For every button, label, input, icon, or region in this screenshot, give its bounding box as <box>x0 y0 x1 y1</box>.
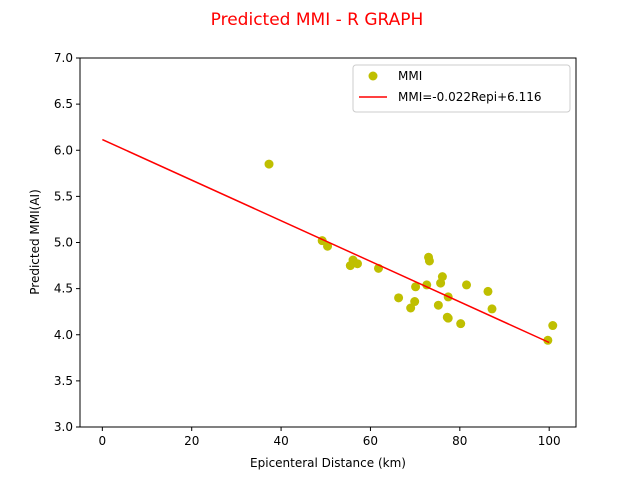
x-tick-label: 80 <box>452 434 467 448</box>
legend-label-mmi: MMI <box>398 69 422 83</box>
x-axis-label: Epicenteral Distance (km) <box>250 456 406 470</box>
data-point <box>433 300 443 310</box>
y-axis: 3.0 3.5 4.0 4.5 5.0 5.5 6.0 6.5 7.0 <box>54 51 80 434</box>
data-point <box>543 335 553 345</box>
data-point <box>483 286 493 296</box>
data-point <box>487 304 497 314</box>
data-point <box>443 313 453 323</box>
y-tick-label: 6.0 <box>54 143 73 157</box>
y-tick-label: 7.0 <box>54 51 73 65</box>
y-axis-label: Predicted MMI(AI) <box>28 189 42 295</box>
data-point <box>394 293 404 303</box>
data-point <box>411 282 421 292</box>
x-tick-label: 100 <box>538 434 561 448</box>
x-tick-label: 20 <box>184 434 199 448</box>
legend-label-fit-line: MMI=-0.022Repi+6.116 <box>398 90 542 104</box>
legend: MMI MMI=-0.022Repi+6.116 <box>352 64 571 113</box>
data-point <box>437 272 447 282</box>
data-point <box>548 321 558 331</box>
y-tick-label: 6.5 <box>54 97 73 111</box>
y-tick-label: 4.0 <box>54 328 73 342</box>
x-tick-label: 40 <box>273 434 288 448</box>
y-tick-label: 5.5 <box>54 189 73 203</box>
y-tick-label: 4.5 <box>54 282 73 296</box>
data-point <box>323 241 333 251</box>
data-point <box>352 259 362 269</box>
data-point <box>410 297 420 307</box>
x-tick-label: 60 <box>363 434 378 448</box>
data-point <box>456 319 466 329</box>
legend-box <box>352 64 571 113</box>
y-tick-label: 5.0 <box>54 236 73 250</box>
data-point <box>462 280 472 290</box>
fit-line <box>102 138 550 344</box>
plot-area <box>102 138 558 345</box>
data-point <box>264 159 274 169</box>
legend-marker-mmi <box>368 71 378 81</box>
x-tick-label: 0 <box>99 434 107 448</box>
y-tick-label: 3.0 <box>54 420 73 434</box>
chart-title: Predicted MMI - R GRAPH <box>211 10 424 30</box>
x-axis: 0 20 40 60 80 100 <box>99 427 561 448</box>
data-point <box>406 303 416 313</box>
y-tick-label: 3.5 <box>54 374 73 388</box>
data-point <box>424 256 434 266</box>
